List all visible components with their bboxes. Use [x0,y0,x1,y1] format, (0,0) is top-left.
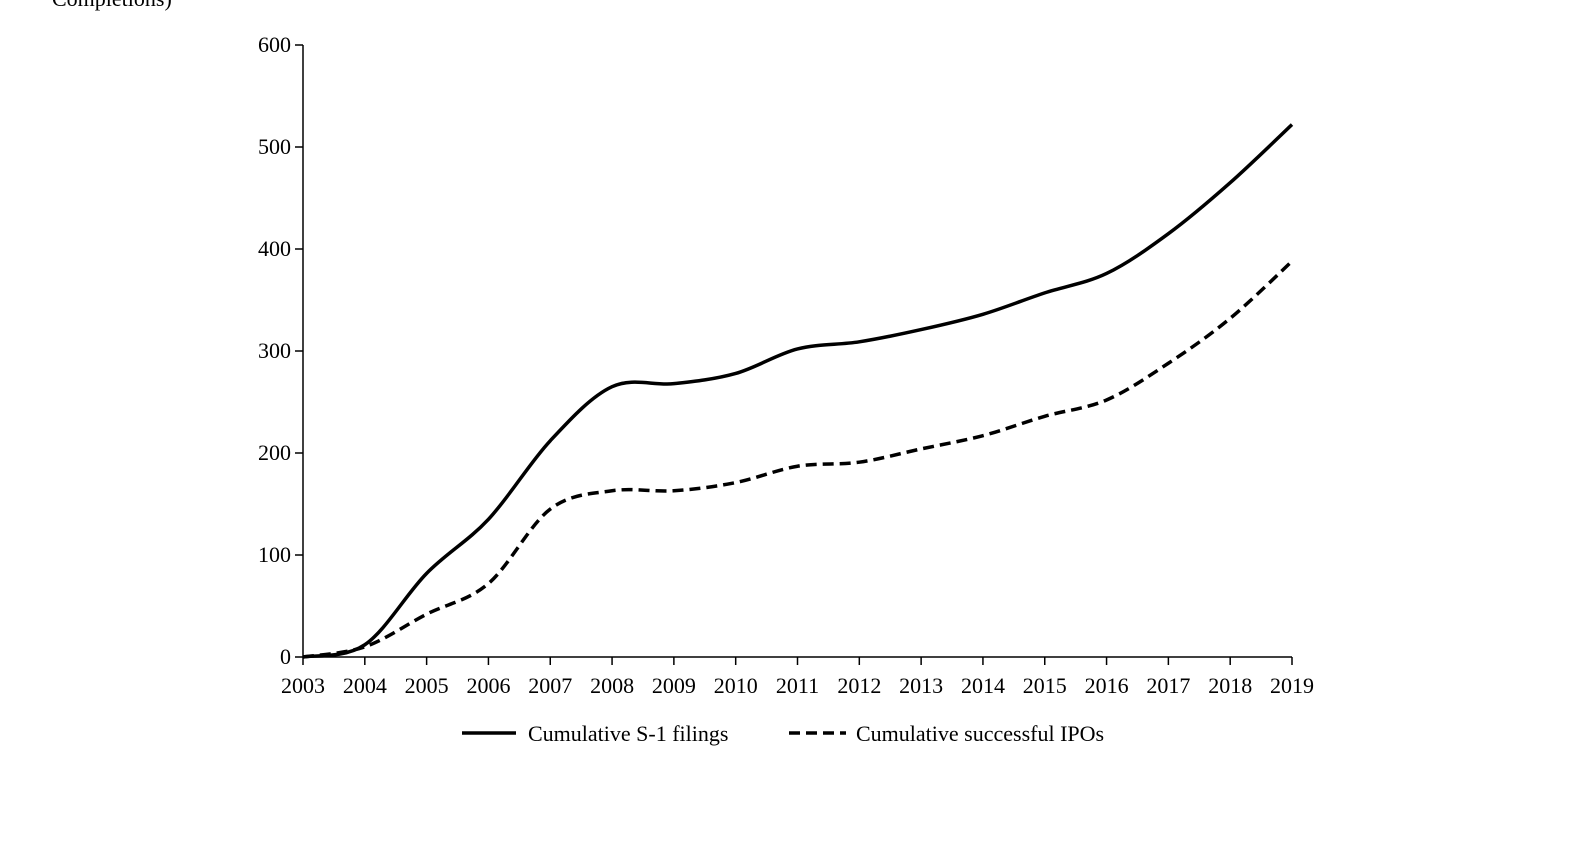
x-tick-label: 2007 [528,673,572,698]
series-line-successful-ipos [302,259,1294,659]
cropped-caption-fragment: Completions) [52,0,172,12]
y-tick-label: 0 [280,644,291,669]
x-tick-label: 2010 [714,673,758,698]
y-tick-label: 300 [258,338,291,363]
y-tick-label: 500 [258,134,291,159]
x-tick-label: 2017 [1146,673,1190,698]
x-tick-label: 2016 [1085,673,1129,698]
x-tick-label: 2003 [281,673,325,698]
y-tick-label: 200 [258,440,291,465]
legend: Cumulative S-1 filings Cumulative success… [462,721,1104,746]
chart-axes [302,45,1292,658]
x-tick-label: 2019 [1270,673,1314,698]
x-tick-label: 2008 [590,673,634,698]
x-tick-label: 2012 [837,673,881,698]
legend-label: Cumulative S-1 filings [528,721,728,746]
y-axis-ticks: 0 100 200 300 400 500 600 [258,32,303,669]
y-tick-label: 100 [258,542,291,567]
y-tick-label: 600 [258,32,291,57]
x-tick-label: 2015 [1023,673,1067,698]
x-tick-label: 2004 [343,673,387,698]
x-tick-label: 2005 [405,673,449,698]
x-tick-label: 2018 [1208,673,1252,698]
x-tick-label: 2014 [961,673,1005,698]
x-tick-label: 2009 [652,673,696,698]
series-line-s1-filings [302,123,1294,659]
x-axis-ticks: 2003 2004 2005 2006 2007 2008 2009 2010 2011 2012… [281,657,1314,698]
x-tick-label: 2011 [776,673,819,698]
x-tick-label: 2006 [466,673,510,698]
legend-label: Cumulative successful IPOs [856,721,1104,746]
x-tick-label: 2013 [899,673,943,698]
y-tick-label: 400 [258,236,291,261]
series-layer [302,123,1294,659]
